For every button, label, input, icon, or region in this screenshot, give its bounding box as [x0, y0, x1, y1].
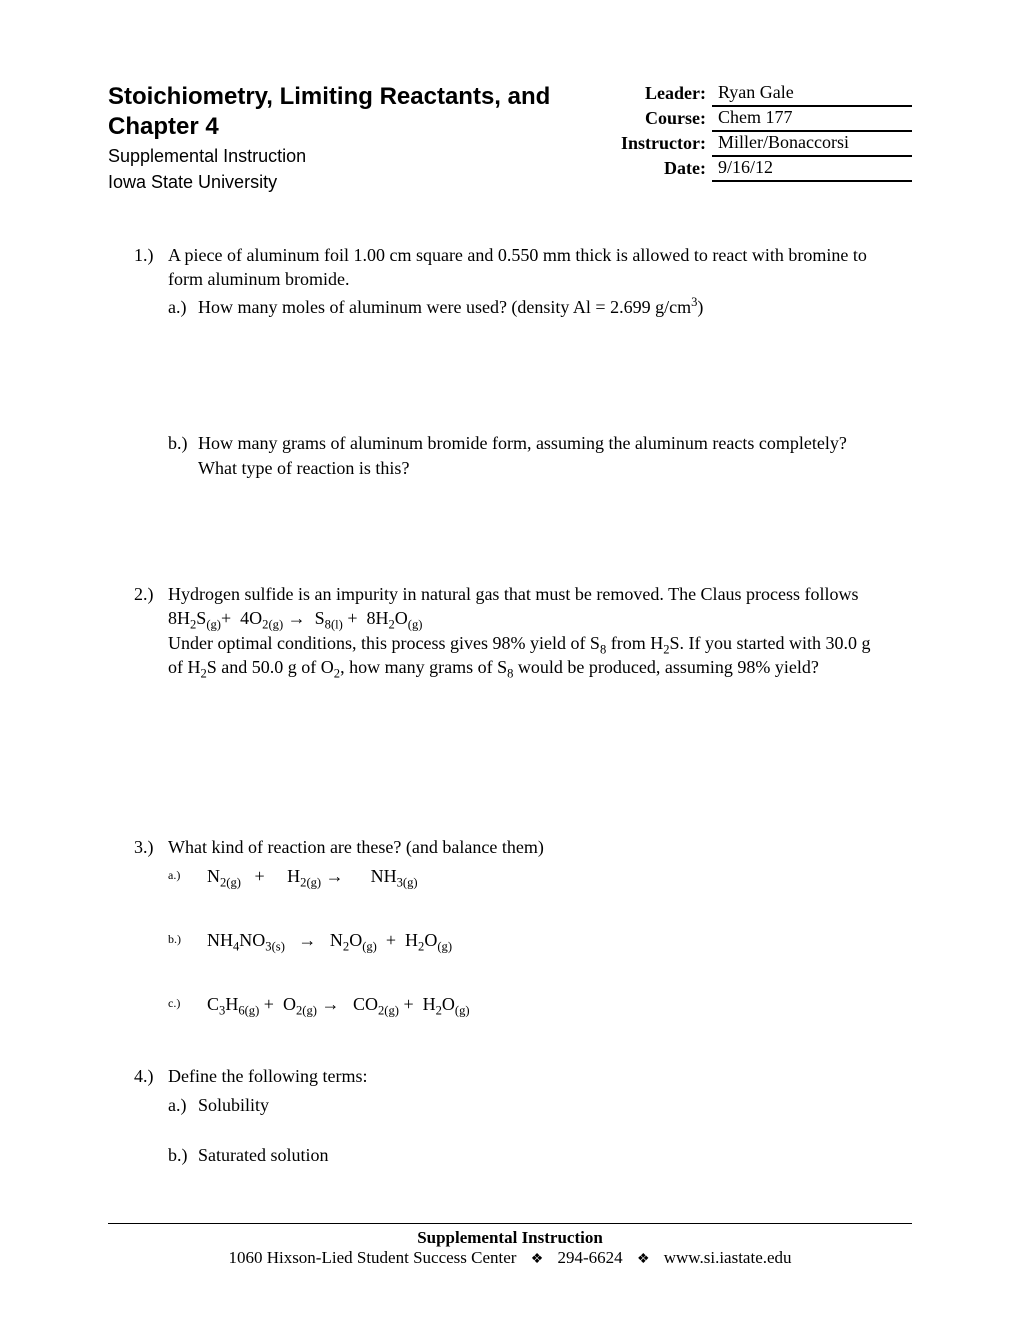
q2-l3b: from H	[606, 633, 663, 653]
info-row-date: Date: 9/16/12	[615, 156, 912, 181]
title: Stoichiometry, Limiting Reactants, and C…	[108, 82, 575, 142]
q3-b-eq: NH4NO3(s) → N2O(g) + H2O(g)	[198, 928, 886, 952]
q3-text: What kind of reaction are these? (and ba…	[168, 835, 886, 859]
q4-b-text: Saturated solution	[198, 1143, 886, 1167]
q2-equation: 8H2S(g)+ 4O2(g) → S8(l) + 8H2O(g)	[168, 606, 886, 630]
q2-body: Hydrogen sulfide is an impurity in natur…	[168, 582, 886, 679]
q4-a-label: a.)	[168, 1093, 198, 1117]
q3-c: c.) C3H6(g) + O2(g) → CO2(g) + H2O(g)	[168, 992, 886, 1016]
instructor-label: Instructor:	[615, 131, 712, 156]
q4-b-label: b.)	[168, 1143, 198, 1167]
page: Stoichiometry, Limiting Reactants, and C…	[0, 0, 1020, 1320]
diamond-icon: ❖	[637, 1251, 650, 1268]
course-label: Course:	[615, 106, 712, 131]
q2-line1: Hydrogen sulfide is an impurity in natur…	[168, 582, 886, 606]
info-row-course: Course: Chem 177	[615, 106, 912, 131]
leader-label: Leader:	[615, 82, 712, 106]
q2-l3a: Under optimal conditions, this process g…	[168, 633, 600, 653]
q3-body: What kind of reaction are these? (and ba…	[168, 835, 886, 1016]
q3-a: a.) N2(g) + H2(g) → NH3(g)	[168, 864, 886, 888]
q4-body: Define the following terms: a.) Solubili…	[168, 1064, 886, 1167]
q1-text: A piece of aluminum foil 1.00 cm square …	[168, 243, 886, 292]
diamond-icon: ❖	[531, 1251, 544, 1268]
footer-line: 1060 Hixson-Lied Student Success Center …	[108, 1248, 912, 1268]
q4-a-text: Solubility	[198, 1093, 886, 1117]
q3-b: b.) NH4NO3(s) → N2O(g) + H2O(g)	[168, 928, 886, 952]
question-2: 2.) Hydrogen sulfide is an impurity in n…	[134, 582, 886, 679]
q4-b: b.) Saturated solution	[168, 1143, 886, 1167]
gap	[168, 888, 886, 924]
q1-a-label: a.)	[168, 295, 198, 319]
q1-a-prefix: How many moles of aluminum were used? (d…	[198, 297, 691, 317]
gap	[134, 1022, 886, 1064]
q3-c-label: c.)	[168, 992, 198, 1016]
info-row-instructor: Instructor: Miller/Bonaccorsi	[615, 131, 912, 156]
course-value: Chem 177	[712, 106, 912, 131]
footer-phone: 294-6624	[558, 1248, 623, 1267]
q2-l3f: would be produced, assuming 98% yield?	[513, 657, 818, 677]
q1-a-suffix: )	[697, 297, 703, 317]
subtitle-2: Iowa State University	[108, 170, 575, 194]
leader-value: Ryan Gale	[712, 82, 912, 106]
footer-title: Supplemental Instruction	[108, 1228, 912, 1248]
info-table: Leader: Ryan Gale Course: Chem 177 Instr…	[615, 82, 912, 182]
q3-b-label: b.)	[168, 928, 198, 952]
gap	[168, 319, 886, 427]
gap	[168, 952, 886, 988]
q3-a-label: a.)	[168, 864, 198, 888]
gap	[134, 486, 886, 582]
q2-l3e: , how many grams of S	[340, 657, 507, 677]
gap	[134, 685, 886, 835]
info-row-leader: Leader: Ryan Gale	[615, 82, 912, 106]
q3-number: 3.)	[134, 835, 168, 1016]
content: 1.) A piece of aluminum foil 1.00 cm squ…	[108, 243, 912, 1168]
gap	[168, 1117, 886, 1139]
q2-number: 2.)	[134, 582, 168, 679]
q3-a-eq: N2(g) + H2(g) → NH3(g)	[198, 864, 886, 888]
q1-a: a.) How many moles of aluminum were used…	[168, 295, 886, 319]
q2-l3d: S and 50.0 g of O	[207, 657, 334, 677]
q1-body: A piece of aluminum foil 1.00 cm square …	[168, 243, 886, 480]
instructor-value: Miller/Bonaccorsi	[712, 131, 912, 156]
q4-number: 4.)	[134, 1064, 168, 1167]
q1-number: 1.)	[134, 243, 168, 480]
date-value: 9/16/12	[712, 156, 912, 181]
date-label: Date:	[615, 156, 712, 181]
q4-a: a.) Solubility	[168, 1093, 886, 1117]
question-3: 3.) What kind of reaction are these? (an…	[134, 835, 886, 1016]
document-header: Stoichiometry, Limiting Reactants, and C…	[108, 82, 912, 195]
q2-line3: Under optimal conditions, this process g…	[168, 631, 886, 680]
question-1: 1.) A piece of aluminum foil 1.00 cm squ…	[134, 243, 886, 480]
q1-b-text: How many grams of aluminum bromide form,…	[198, 431, 886, 480]
q1-b-label: b.)	[168, 431, 198, 480]
footer: Supplemental Instruction 1060 Hixson-Lie…	[108, 1223, 912, 1268]
header-left: Stoichiometry, Limiting Reactants, and C…	[108, 82, 575, 195]
question-4: 4.) Define the following terms: a.) Solu…	[134, 1064, 886, 1167]
q4-text: Define the following terms:	[168, 1064, 886, 1088]
q3-c-eq: C3H6(g) + O2(g) → CO2(g) + H2O(g)	[198, 992, 886, 1016]
footer-url: www.si.iastate.edu	[664, 1248, 792, 1267]
footer-address: 1060 Hixson-Lied Student Success Center	[228, 1248, 516, 1267]
q1-b: b.) How many grams of aluminum bromide f…	[168, 431, 886, 480]
q1-a-text: How many moles of aluminum were used? (d…	[198, 295, 886, 319]
subtitle-1: Supplemental Instruction	[108, 144, 575, 168]
